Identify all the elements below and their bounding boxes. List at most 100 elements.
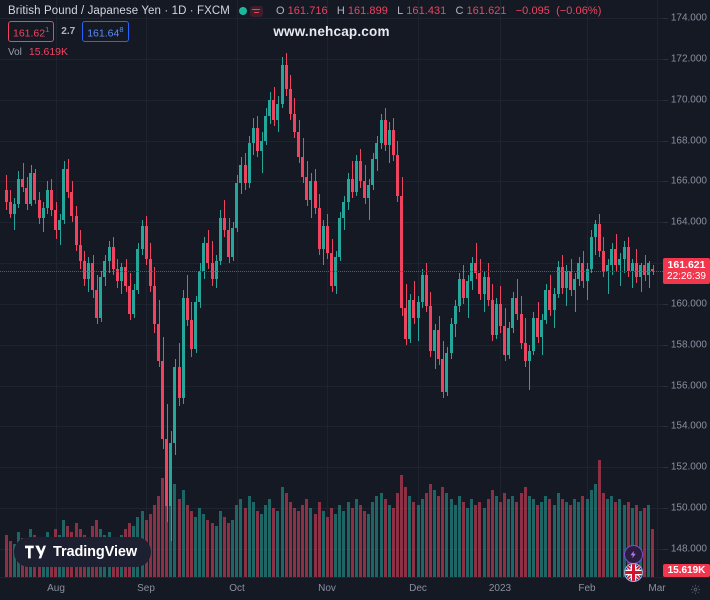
price-tick-mark (663, 508, 668, 509)
candle-body (25, 187, 29, 204)
last-price-badge: 161.621 22:26:39 (663, 258, 710, 284)
ohlc-c-key: C (455, 5, 464, 17)
candle-body (544, 289, 548, 321)
time-tick-label: Sep (137, 583, 155, 594)
candle-body (581, 263, 585, 282)
volume-bar (288, 502, 292, 577)
ask-price-box[interactable]: 161.648 (82, 20, 129, 43)
lightning-bolt-icon[interactable] (624, 545, 643, 564)
time-axis[interactable]: Aug Sep Oct Nov Dec 2023 Feb Mar (0, 577, 710, 600)
countdown-value: 22:26:39 (667, 271, 706, 282)
volume-bar (412, 502, 416, 577)
volume-bar (260, 514, 264, 577)
volume-bar (185, 505, 189, 577)
candle-body (288, 89, 292, 114)
horizontal-gridline (0, 304, 663, 305)
ohlc-l-value: 161.431 (406, 5, 447, 17)
candle-body (552, 293, 556, 311)
candle-body (375, 142, 379, 159)
candle-body (597, 224, 601, 251)
price-tick-label: 172.000 (670, 53, 707, 65)
candle-body (251, 128, 255, 143)
candle-body (536, 318, 540, 337)
volume-bar (556, 493, 560, 577)
candle-body (292, 113, 296, 133)
volume-bar (651, 529, 655, 577)
candle-body (321, 226, 325, 249)
legend-volume-row: Vol 15.619K (8, 45, 604, 59)
symbol-title[interactable]: British Pound / Japanese Yen · 1D · FXCM (8, 5, 230, 17)
chart-plot-area[interactable] (0, 0, 663, 577)
price-tick-mark (663, 386, 668, 387)
last-price-value: 161.621 (667, 259, 706, 271)
volume-bar (214, 526, 218, 577)
volume-bar (536, 505, 540, 577)
candle-body (119, 267, 123, 282)
last-price-line (0, 271, 663, 272)
volume-bar (453, 505, 457, 577)
volume-bar (235, 505, 239, 577)
volume-bar (276, 511, 280, 577)
bar-style-icon[interactable] (249, 5, 263, 17)
volume-bar (297, 511, 301, 577)
candle-body (441, 359, 445, 392)
time-tick-label: Nov (318, 583, 336, 594)
candle-body (206, 242, 210, 264)
candle-body (268, 99, 272, 117)
uk-flag-icon[interactable] (624, 563, 643, 582)
horizontal-gridline (0, 467, 663, 468)
candle-body (218, 218, 222, 262)
candle-body (548, 289, 552, 311)
candle-body (305, 177, 309, 200)
candle-body (622, 246, 626, 259)
price-tick-mark (663, 181, 668, 182)
volume-bar (610, 496, 614, 577)
candle-body (564, 271, 568, 288)
volume-bar (643, 508, 647, 577)
candle-body (445, 352, 449, 392)
candle-body (569, 271, 573, 290)
candle-body (231, 228, 235, 257)
candle-body (507, 328, 511, 355)
bid-price-sup: 1 (45, 24, 50, 34)
volume-bar (461, 502, 465, 577)
price-axis[interactable]: 174.000 172.000 170.000 168.000 166.000 164.0… (663, 0, 710, 577)
price-tick-label: 152.000 (670, 461, 707, 473)
volume-bar (416, 505, 420, 577)
candle-body (527, 350, 531, 362)
ohlc-h-key: H (336, 5, 345, 17)
candle-body (173, 367, 177, 443)
price-tick-mark (663, 59, 668, 60)
volume-bar (202, 514, 206, 577)
candle-wick (608, 258, 609, 294)
bid-price-box[interactable]: 161.621 (8, 20, 55, 43)
candle-wick (14, 197, 15, 231)
volume-bar (354, 499, 358, 577)
candle-body (132, 289, 136, 315)
volume-bar (544, 496, 548, 577)
volume-bar (618, 499, 622, 577)
candle-body (313, 181, 317, 208)
candle-body (272, 99, 276, 121)
volume-bar (437, 496, 441, 577)
volume-bar (206, 520, 210, 577)
volume-bar (342, 511, 346, 577)
volume-bar (511, 496, 515, 577)
volume-bar (577, 502, 581, 577)
volume-bar (482, 508, 486, 577)
candle-body (297, 132, 301, 157)
candle-body (247, 142, 251, 184)
candle-body (408, 299, 412, 339)
candle-body (111, 246, 115, 270)
price-tick-mark (663, 426, 668, 427)
candle-body (503, 326, 507, 355)
gear-icon[interactable] (690, 584, 701, 595)
candle-body (144, 226, 148, 259)
volume-bar (379, 493, 383, 577)
tradingview-logo[interactable]: TradingView (14, 537, 152, 567)
candle-body (626, 246, 630, 272)
candle-body (593, 224, 597, 237)
candle-body (264, 116, 268, 141)
vertical-gridline (56, 0, 57, 577)
volume-bar (251, 502, 255, 577)
